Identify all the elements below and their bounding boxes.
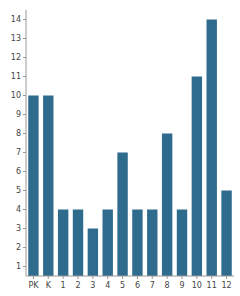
y-tick <box>23 19 26 20</box>
x-tick-label: 6 <box>135 281 140 290</box>
bar <box>132 210 142 277</box>
y-tick-label: 7 <box>16 148 21 157</box>
y-tick-label: 12 <box>11 53 21 62</box>
x-axis-line <box>26 276 234 277</box>
y-tick <box>23 38 26 39</box>
y-tick-label: 9 <box>16 110 21 119</box>
bar <box>58 210 68 277</box>
y-tick-label: 14 <box>11 15 21 24</box>
y-tick <box>23 247 26 248</box>
x-tick <box>92 276 93 279</box>
x-tick-label: 8 <box>165 281 170 290</box>
bar <box>103 210 113 277</box>
x-tick-label: 10 <box>192 281 202 290</box>
y-tick-label: 3 <box>16 224 21 233</box>
x-tick <box>63 276 64 279</box>
x-tick <box>122 276 123 279</box>
y-axis-line <box>26 10 27 276</box>
y-tick <box>23 133 26 134</box>
x-tick-label: 4 <box>105 281 110 290</box>
x-tick-label: K <box>46 281 52 290</box>
x-tick-label: 5 <box>120 281 125 290</box>
x-tick <box>33 276 34 279</box>
bar <box>43 96 53 277</box>
y-tick-label: 8 <box>16 129 21 138</box>
x-tick <box>48 276 49 279</box>
x-tick-label: 12 <box>221 281 231 290</box>
y-tick <box>23 57 26 58</box>
chart-container: 1234567891011121314PKK123456789101112 <box>0 0 240 296</box>
bar <box>28 96 38 277</box>
x-tick <box>211 276 212 279</box>
y-tick-label: 1 <box>16 262 21 271</box>
x-tick-label: PK <box>28 281 39 290</box>
bar <box>162 134 172 277</box>
bar <box>192 77 202 277</box>
bar <box>88 229 98 277</box>
x-tick-label: 11 <box>207 281 217 290</box>
y-tick <box>23 266 26 267</box>
y-tick <box>23 95 26 96</box>
y-tick <box>23 171 26 172</box>
x-tick-label: 1 <box>61 281 66 290</box>
bar <box>117 153 127 277</box>
y-tick <box>23 114 26 115</box>
bar <box>207 20 217 277</box>
x-tick <box>107 276 108 279</box>
bar <box>177 210 187 277</box>
x-tick <box>226 276 227 279</box>
y-tick-label: 13 <box>11 34 21 43</box>
x-tick <box>182 276 183 279</box>
x-tick-label: 7 <box>150 281 155 290</box>
y-tick <box>23 209 26 210</box>
y-tick-label: 10 <box>11 91 21 100</box>
y-tick <box>23 76 26 77</box>
y-tick <box>23 190 26 191</box>
y-tick-label: 11 <box>11 72 21 81</box>
x-tick-label: 3 <box>90 281 95 290</box>
x-tick <box>152 276 153 279</box>
bar <box>147 210 157 277</box>
y-tick-label: 5 <box>16 186 21 195</box>
chart: 1234567891011121314PKK123456789101112 <box>0 0 240 296</box>
y-tick-label: 6 <box>16 167 21 176</box>
x-tick <box>137 276 138 279</box>
x-tick <box>196 276 197 279</box>
bars <box>28 20 232 277</box>
x-tick <box>167 276 168 279</box>
x-tick <box>78 276 79 279</box>
x-tick-label: 9 <box>179 281 184 290</box>
y-tick <box>23 152 26 153</box>
y-tick-label: 4 <box>16 205 21 214</box>
y-tick <box>23 228 26 229</box>
bar <box>221 191 231 277</box>
bar <box>73 210 83 277</box>
y-tick-label: 2 <box>16 243 21 252</box>
x-tick-label: 2 <box>75 281 80 290</box>
